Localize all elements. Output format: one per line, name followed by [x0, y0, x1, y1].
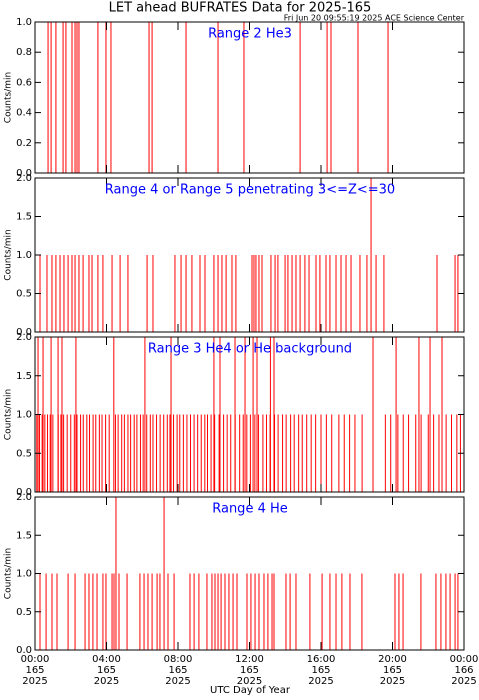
y-tick-label: 2.0: [16, 173, 32, 184]
y-tick-label: 0.5: [16, 289, 32, 300]
chart-title: LET ahead BUFRATES Data for 2025-165: [109, 1, 372, 16]
y-axis-label: Counts/min: [4, 389, 14, 440]
y-tick-label: 0.4: [16, 108, 32, 119]
x-tick-label: 04:00: [92, 654, 121, 665]
x-tick-day: 165: [240, 665, 259, 676]
x-tick-year: 2025: [451, 676, 476, 687]
x-tick-label: 00:00: [450, 654, 479, 665]
x-tick-label: 08:00: [164, 654, 193, 665]
x-tick-label: 20:00: [378, 654, 407, 665]
x-tick-day: 165: [168, 665, 187, 676]
y-tick-label: 1.0: [16, 250, 32, 261]
y-tick-label: 0.5: [16, 448, 32, 459]
y-tick-label: 0.6: [16, 77, 32, 88]
y-tick-label: 1.5: [16, 530, 32, 541]
x-tick-label: 16:00: [307, 654, 336, 665]
x-tick-year: 2025: [380, 676, 405, 687]
x-tick-year: 2025: [165, 676, 190, 687]
x-tick-year: 2025: [308, 676, 333, 687]
y-tick-label: 0.8: [16, 47, 32, 58]
x-tick-year: 2025: [22, 676, 47, 687]
y-axis-label: Counts/min: [4, 229, 14, 280]
panel-title: Range 4 He: [212, 502, 288, 517]
y-tick-label: 0.0: [16, 645, 32, 656]
timestamp: Fri Jun 20 09:55:19 2025 ACE Science Cen…: [284, 14, 465, 23]
y-tick-label: 0.0: [16, 327, 32, 338]
plot-frame: [34, 496, 465, 651]
x-tick-year: 2025: [237, 676, 262, 687]
y-tick-label: 2.0: [16, 332, 32, 343]
x-tick-day: 165: [383, 665, 402, 676]
panel-title: Range 3 He4 or He background: [148, 342, 352, 357]
panel-title: Range 4 or Range 5 penetrating 3<=Z<=30: [105, 183, 395, 198]
y-tick-label: 0.2: [16, 138, 32, 149]
x-tick-label: 12:00: [235, 654, 264, 665]
y-tick-label: 1.0: [16, 569, 32, 580]
x-tick-label: 00:00: [21, 654, 50, 665]
y-tick-label: 0.0: [16, 487, 32, 498]
y-axis-label: Counts/min: [4, 72, 14, 123]
y-tick-label: 0.0: [16, 168, 32, 179]
y-tick-label: 0.5: [16, 607, 32, 618]
x-tick-day: 165: [311, 665, 330, 676]
y-tick-label: 1.5: [16, 212, 32, 223]
x-axis-label: UTC Day of Year: [210, 685, 291, 696]
y-tick-label: 2.0: [16, 492, 32, 503]
x-tick-day: 165: [97, 665, 116, 676]
y-axis-label: Counts/min: [4, 548, 14, 599]
x-tick-day: 165: [25, 665, 44, 676]
y-tick-label: 1.0: [16, 410, 32, 421]
x-tick-year: 2025: [94, 676, 119, 687]
plot-frame: [34, 21, 465, 174]
plot-frame: [34, 177, 465, 333]
x-tick-day: 166: [454, 665, 473, 676]
y-tick-label: 1.5: [16, 371, 32, 382]
panel-title: Range 2 He3: [208, 27, 292, 42]
y-tick-label: 1.0: [16, 17, 32, 28]
